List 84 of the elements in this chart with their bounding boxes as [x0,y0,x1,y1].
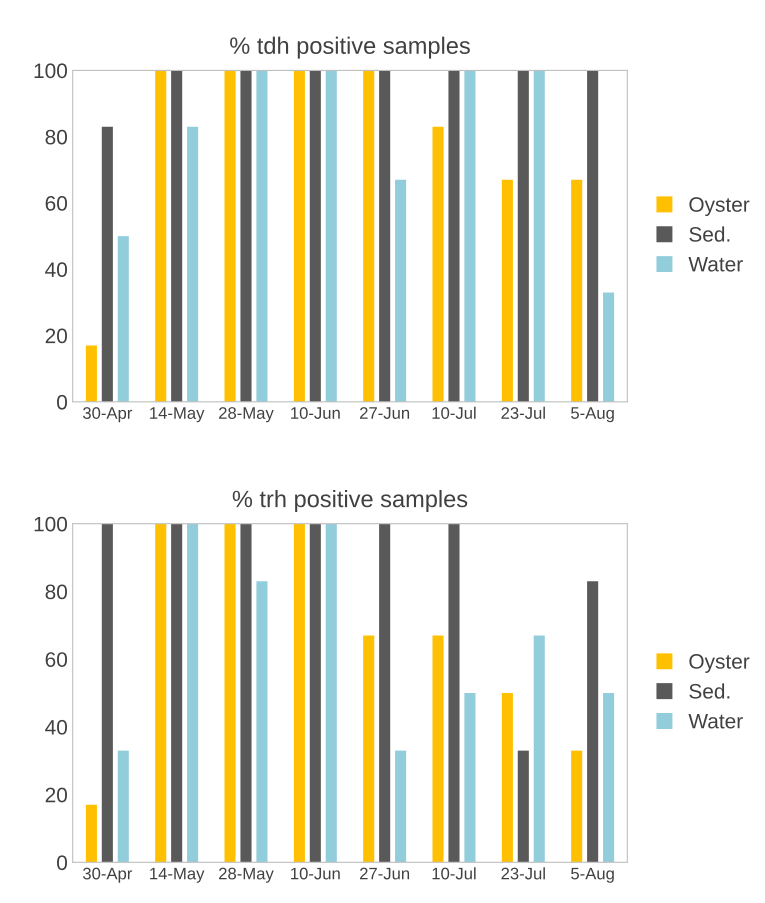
bar [118,236,129,402]
legend-label: Sed. [689,683,730,699]
bar [534,635,545,862]
bar [363,635,374,862]
y-tick-label: 80 [46,584,67,600]
legend-label: Water [688,714,743,728]
x-tick-label: 14-May [150,868,204,883]
legend-label: Water [688,257,743,272]
x-tick-label: 5-Aug [571,407,614,422]
bar [256,70,268,402]
bar [464,693,476,862]
bar [502,693,513,862]
y-tick-label: 60 [46,652,67,667]
bar [155,70,166,402]
bar [240,524,252,862]
bar [86,345,97,402]
bar [603,292,614,402]
bar [118,750,129,862]
x-tick-label: 5-Aug [571,868,614,883]
bar [534,70,545,402]
y-tick-label: 0 [57,394,67,410]
y-tick-label: 40 [45,720,67,735]
bar [310,524,321,862]
x-tick-label: 14-May [150,407,204,422]
bar [102,126,113,402]
bar [571,180,582,402]
bar [294,524,305,862]
bar [256,581,268,862]
bar [187,524,198,862]
x-tick-label: 28-May [219,407,274,422]
bar [518,70,529,402]
chart-title: % tdh positive samples [230,36,470,59]
bar [448,524,460,862]
bar [464,70,476,402]
bar [187,126,198,402]
y-tick-label: 20 [46,328,67,344]
bar [448,70,460,402]
bar [432,126,444,402]
bar [395,750,406,862]
bar [294,70,305,402]
y-tick-label: 100 [34,63,68,78]
x-tick-label: 30-Apr [82,407,132,422]
x-tick-label: 23-Jul [501,867,545,880]
bar [326,70,337,402]
bar [86,804,97,862]
bar [502,180,513,402]
bar [587,581,598,862]
y-tick-label: 20 [46,788,67,802]
bar [518,750,529,862]
x-tick-label: 28-May [219,868,274,883]
x-tick-label: 10-Jun [291,868,340,880]
bar [310,70,321,402]
bar [571,750,582,862]
y-tick-label: 80 [46,130,67,144]
legend-label: Oyster [689,197,750,216]
bar [379,524,390,862]
x-tick-label: 27-Jun [360,868,410,880]
x-tick-label: 10-Jul [432,867,476,880]
bar [326,524,337,862]
bar [395,180,406,402]
y-tick-label: 60 [46,196,67,211]
bar [224,70,236,402]
bar [603,693,614,862]
legend-label: Sed. [689,226,730,242]
x-tick-label: 23-Jul [501,406,545,419]
bar [363,70,374,402]
bar [102,524,113,862]
x-tick-label: 10-Jun [291,407,340,419]
y-tick-label: 0 [57,855,67,870]
y-tick-label: 40 [45,262,67,278]
x-tick-label: 27-Jun [360,407,410,419]
bar [432,635,444,862]
bar [224,524,236,862]
bar [171,70,182,402]
x-tick-label: 30-Apr [82,868,132,883]
bar [240,70,252,402]
y-tick-label: 100 [34,516,68,532]
bar [171,524,182,862]
bar [155,524,166,862]
legend-label: Oyster [689,654,750,673]
bar [587,70,598,402]
bar [379,70,390,402]
chart-title: % trh positive samples [232,490,468,512]
x-tick-label: 10-Jul [432,406,476,419]
